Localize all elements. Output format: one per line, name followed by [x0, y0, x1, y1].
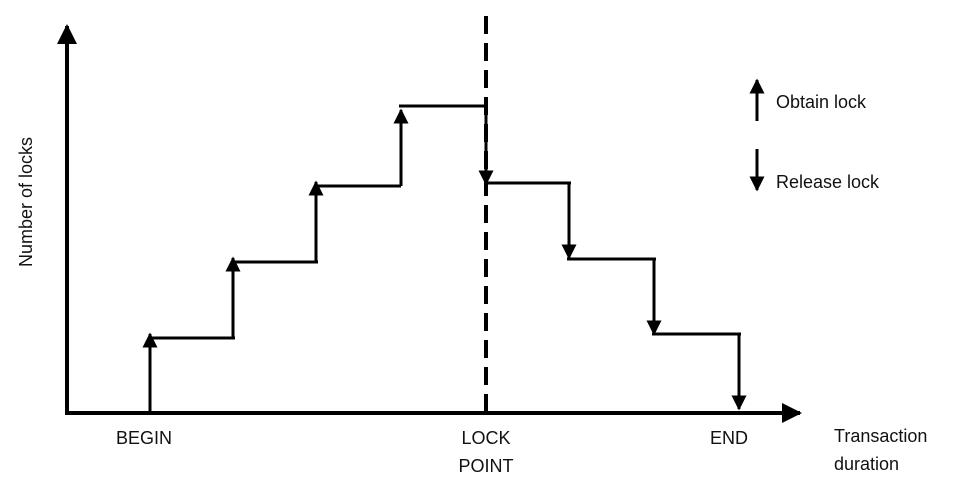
- end-label: END: [710, 428, 748, 448]
- lock-point-label-line1: LOCK: [461, 428, 510, 448]
- legend-obtain-label: Obtain lock: [776, 92, 867, 112]
- y-axis-label: Number of locks: [16, 137, 36, 267]
- x-axis-label-line2: duration: [834, 454, 899, 474]
- begin-label: BEGIN: [116, 428, 172, 448]
- x-axis-label-line1: Transaction: [834, 426, 927, 446]
- legend-release-label: Release lock: [776, 172, 880, 192]
- lock-point-label-line2: POINT: [458, 456, 513, 476]
